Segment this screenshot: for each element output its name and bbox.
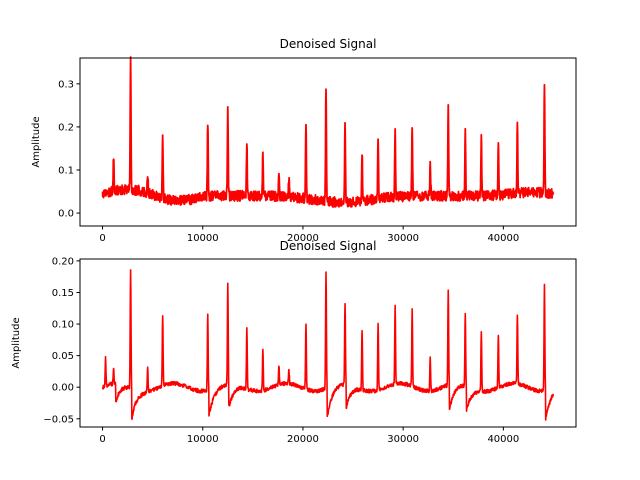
x-tick-label: 20000 [287, 233, 319, 244]
subplot-bottom: Denoised Signal Amplitude 0 10000 20000 300… [11, 239, 577, 445]
y-tick-label: 0.3 [58, 79, 74, 90]
x-tick-label: 30000 [387, 233, 419, 244]
y-tick-label: 0.1 [58, 166, 74, 177]
y-tick-label: 0.2 [58, 122, 74, 133]
x-tick-label: 0 [99, 434, 105, 445]
y-tick-label: 0.0 [58, 209, 74, 220]
subplot-top-ylabel: Amplitude [31, 116, 42, 167]
subplot-top-ticks: 0 10000 20000 30000 40000 0.0 0.1 0.2 0.3 [58, 79, 519, 244]
y-tick-label: 0.05 [52, 351, 74, 362]
subplot-bottom-ylabel: Amplitude [11, 317, 22, 368]
y-tick-label: 0.20 [52, 256, 74, 267]
x-tick-label: 40000 [487, 233, 519, 244]
subplot-bottom-ticks: 0 10000 20000 30000 40000 −0.05 0.00 0.05 0.10 0.… [43, 256, 519, 445]
x-tick-label: 30000 [387, 434, 419, 445]
subplot-top-frame [79, 57, 577, 227]
subplot-bottom-title: Denoised Signal [280, 239, 377, 253]
x-tick-label: 10000 [187, 233, 219, 244]
subplot-top-signal-line [101, 56, 555, 208]
x-tick-label: 40000 [487, 434, 519, 445]
y-tick-label: 0.00 [52, 383, 74, 394]
x-tick-label: 0 [99, 233, 105, 244]
subplot-bottom-frame [79, 258, 577, 428]
y-tick-label: 0.15 [52, 288, 74, 299]
x-tick-label: 10000 [187, 434, 219, 445]
subplot-top: Denoised Signal Amplitude 0 10000 20000 300… [31, 37, 577, 244]
y-tick-label: 0.10 [52, 320, 74, 331]
x-tick-label: 20000 [287, 434, 319, 445]
subplot-bottom-signal-line [101, 269, 555, 421]
subplot-top-title: Denoised Signal [280, 37, 377, 51]
y-tick-label: −0.05 [43, 414, 74, 425]
